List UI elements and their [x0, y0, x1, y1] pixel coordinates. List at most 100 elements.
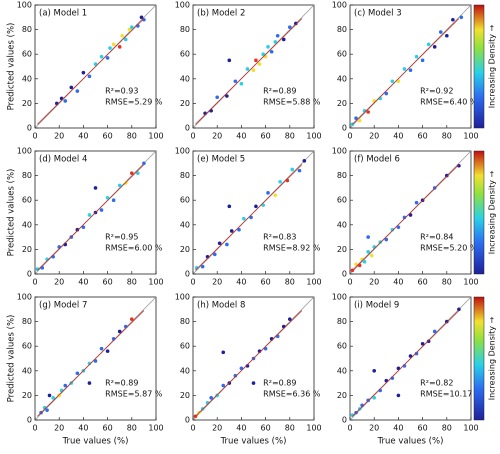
point [63, 383, 68, 388]
point [288, 317, 292, 321]
y-tick-label: 80 [180, 25, 190, 34]
stat-annotation: R²=0.83 [263, 233, 296, 242]
point [432, 329, 437, 334]
point [227, 204, 232, 209]
point [130, 25, 134, 29]
point [225, 94, 229, 98]
stat-annotation: RMSE=6.40 % [420, 98, 478, 107]
y-tick-label: 40 [180, 366, 190, 375]
point [420, 58, 425, 63]
point [217, 241, 222, 246]
x-tick-label: 100 [306, 132, 321, 141]
stat-annotation: R²=0.89 [263, 379, 296, 388]
point [249, 215, 253, 220]
x-tick-label: 80 [285, 424, 295, 433]
y-tick-label: 20 [337, 245, 347, 254]
point [390, 227, 395, 232]
y-axis-label: Predicted values (%) [7, 169, 17, 257]
point [63, 99, 68, 103]
point [245, 67, 250, 71]
x-tick-label: 40 [78, 424, 88, 433]
y-tick-label: 20 [22, 99, 32, 108]
point [432, 45, 437, 49]
stat-annotation: R²=0.93 [105, 87, 138, 96]
point [111, 42, 116, 47]
point [221, 383, 226, 388]
point [99, 54, 104, 59]
point [354, 116, 358, 120]
point [288, 25, 292, 29]
point [130, 171, 134, 175]
point [221, 350, 226, 355]
y-axis-label: Predicted values (%) [7, 315, 17, 403]
y-tick-label: 0 [342, 270, 347, 279]
point [366, 250, 370, 254]
x-tick-label: 0 [32, 278, 37, 287]
panel-title: (a) Model 1 [39, 9, 87, 19]
point [117, 183, 122, 188]
point [396, 79, 401, 84]
x-tick-label: 80 [285, 132, 295, 141]
point [396, 225, 401, 230]
point [108, 46, 112, 50]
x-tick-label: 40 [393, 424, 403, 433]
y-tick-label: 0 [185, 124, 190, 133]
y-tick-label: 100 [175, 147, 190, 156]
point [130, 317, 134, 321]
x-tick-label: 80 [127, 424, 137, 433]
y-tick-label: 80 [22, 25, 32, 34]
point [445, 173, 449, 178]
point [402, 67, 407, 71]
y-tick-label: 60 [180, 342, 190, 351]
point [266, 45, 270, 49]
point [93, 186, 98, 190]
x-axis-label: True values (%) [62, 437, 129, 447]
point [229, 229, 234, 233]
point [372, 369, 377, 373]
point [261, 52, 265, 56]
panel-title: (h) Model 8 [197, 301, 245, 311]
fit-line [352, 310, 460, 417]
fit-line [195, 310, 303, 417]
x-tick-label: 20 [54, 132, 64, 141]
x-tick-label: 100 [148, 424, 163, 433]
point [75, 227, 80, 232]
y-tick-label: 80 [337, 25, 347, 34]
fit-line [352, 164, 460, 271]
point [281, 37, 286, 42]
stat-annotation: RMSE=8.92 % [263, 244, 321, 253]
stat-annotation: RMSE=5.29 % [105, 98, 163, 107]
point [408, 354, 413, 358]
point [87, 74, 92, 79]
x-tick-label: 20 [54, 278, 64, 287]
x-tick-label: 80 [285, 278, 295, 287]
point [99, 346, 104, 351]
panel-title: (f) Model 6 [354, 155, 400, 165]
x-tick-label: 0 [32, 132, 37, 141]
point [233, 373, 238, 378]
y-tick-label: 60 [22, 196, 32, 205]
point [384, 91, 389, 96]
point [212, 252, 217, 257]
y-tick-label: 60 [180, 50, 190, 59]
point [136, 171, 140, 175]
point [426, 42, 431, 47]
x-tick-label: 60 [261, 424, 271, 433]
point [105, 56, 110, 60]
stat-annotation: RMSE=5.87 % [105, 390, 163, 399]
y-tick-label: 20 [337, 99, 347, 108]
point [414, 351, 419, 356]
x-tick-label: 40 [236, 424, 246, 433]
point [390, 79, 395, 84]
panel-title: (e) Model 5 [197, 155, 245, 165]
point [142, 17, 146, 22]
fit-line [37, 310, 145, 417]
y-tick-label: 60 [337, 196, 347, 205]
point [75, 371, 80, 376]
point [93, 62, 98, 66]
x-tick-label: 20 [369, 132, 379, 141]
y-tick-label: 20 [180, 245, 190, 254]
panel-title: (c) Model 3 [354, 9, 402, 19]
